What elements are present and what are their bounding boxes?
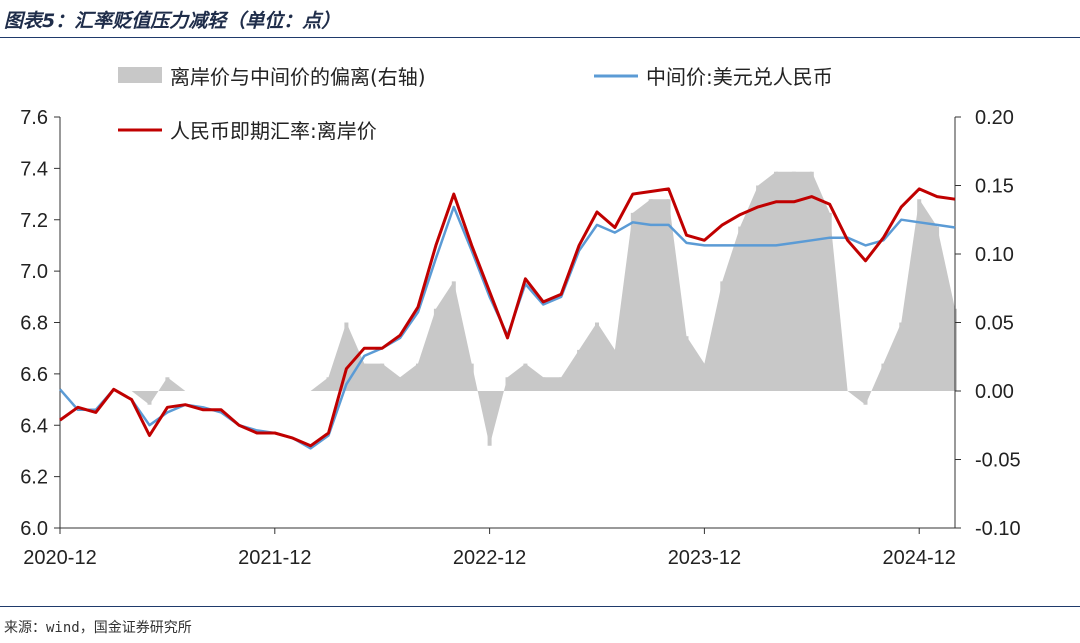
source-note: 来源：wind，国金证券研究所	[4, 620, 192, 636]
x-tick-label: 2022-12	[453, 547, 526, 569]
left-tick-label: 6.4	[20, 415, 48, 437]
left-tick-label: 6.0	[20, 518, 48, 540]
right-tick-label: -0.05	[975, 450, 1021, 472]
spread-area	[60, 171, 955, 446]
legend-label-spread: 离岸价与中间价的偏离(右轴)	[170, 65, 426, 89]
x-tick-label: 2021-12	[238, 547, 311, 569]
left-tick-label: 7.2	[20, 210, 48, 232]
x-tick-label: 2024-12	[882, 547, 955, 569]
x-tick-label: 2023-12	[668, 547, 741, 569]
chart-legend: 离岸价与中间价的偏离(右轴) 中间价:美元兑人民币 人民币即期汇率:离岸价	[118, 65, 833, 143]
left-tick-label: 7.0	[20, 261, 48, 283]
axes-layer: 6.0 6.2 6.4 6.6 6.8 7.0 7.2 7.4 7.6 -0.10 -0.05 0.0…	[20, 107, 1020, 569]
left-tick-label: 7.6	[20, 107, 48, 129]
x-tick-label: 2020-12	[23, 547, 96, 569]
left-tick-label: 6.8	[20, 313, 48, 335]
right-tick-label: 0.20	[975, 107, 1014, 129]
right-tick-label: 0.10	[975, 244, 1014, 266]
exchange-rate-chart: 6.0 6.2 6.4 6.6 6.8 7.0 7.2 7.4 7.6 -0.10 -0.05 0.0…	[20, 65, 1020, 569]
left-tick-label: 6.2	[20, 467, 48, 489]
right-tick-label: 0.05	[975, 313, 1014, 335]
footer-divider	[0, 606, 1080, 607]
right-tick-label: 0.15	[975, 176, 1014, 198]
right-tick-label: -0.10	[975, 518, 1021, 540]
legend-label-central-parity: 中间价:美元兑人民币	[646, 65, 833, 89]
lines-layer	[59, 187, 956, 450]
left-tick-label: 6.6	[20, 364, 48, 386]
left-tick-label: 7.4	[20, 158, 48, 180]
spread-area-layer	[60, 171, 957, 446]
title-divider	[0, 37, 1080, 38]
right-tick-label: 0.00	[975, 381, 1014, 403]
offshore-rate-line	[59, 187, 956, 448]
legend-swatch-spread	[118, 67, 162, 83]
chart-title: 图表5：汇率贬值压力减轻（单位：点）	[4, 10, 341, 32]
legend-label-offshore: 人民币即期汇率:离岸价	[170, 119, 377, 143]
